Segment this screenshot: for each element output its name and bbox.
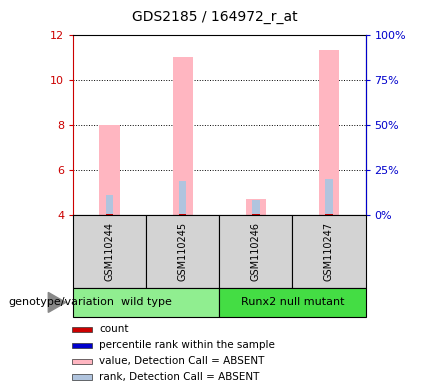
- Bar: [106, 195, 114, 215]
- Polygon shape: [48, 293, 66, 313]
- Bar: [172, 57, 193, 215]
- Bar: [292, 215, 366, 288]
- Text: count: count: [99, 324, 129, 334]
- Text: rank, Detection Call = ABSENT: rank, Detection Call = ABSENT: [99, 372, 260, 382]
- Text: GSM110245: GSM110245: [178, 222, 188, 281]
- Text: percentile rank within the sample: percentile rank within the sample: [99, 340, 275, 350]
- Bar: [246, 199, 266, 215]
- Bar: [179, 214, 187, 215]
- Bar: [106, 214, 114, 215]
- Bar: [73, 288, 219, 317]
- Bar: [326, 179, 333, 215]
- Bar: [72, 374, 92, 380]
- Text: GSM110244: GSM110244: [104, 222, 115, 281]
- Text: GDS2185 / 164972_r_at: GDS2185 / 164972_r_at: [132, 10, 298, 23]
- Text: wild type: wild type: [121, 297, 172, 308]
- Text: genotype/variation: genotype/variation: [9, 297, 115, 308]
- Bar: [72, 359, 92, 364]
- Bar: [219, 288, 366, 317]
- Bar: [146, 215, 219, 288]
- Bar: [72, 343, 92, 348]
- Bar: [219, 215, 292, 288]
- Bar: [179, 181, 187, 215]
- Bar: [252, 200, 260, 215]
- Bar: [319, 50, 339, 215]
- Bar: [326, 214, 333, 215]
- Bar: [73, 215, 146, 288]
- Text: Runx2 null mutant: Runx2 null mutant: [241, 297, 344, 308]
- Text: GSM110246: GSM110246: [251, 222, 261, 281]
- Bar: [72, 327, 92, 333]
- Bar: [252, 214, 260, 215]
- Text: value, Detection Call = ABSENT: value, Detection Call = ABSENT: [99, 356, 264, 366]
- Text: GSM110247: GSM110247: [324, 222, 334, 281]
- Bar: [99, 125, 120, 215]
